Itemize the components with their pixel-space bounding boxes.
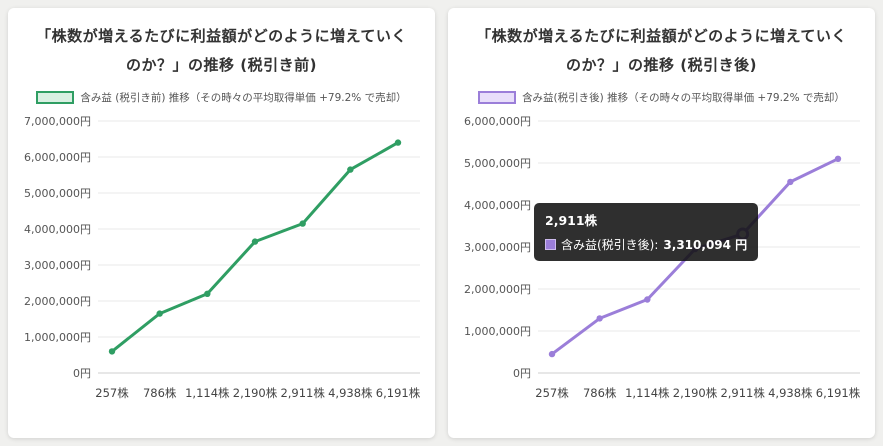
svg-text:4,000,000円: 4,000,000円 [464, 199, 531, 212]
svg-text:1,114株: 1,114株 [625, 386, 670, 400]
svg-text:3,000,000円: 3,000,000円 [464, 241, 531, 254]
legend-swatch-icon [478, 90, 517, 104]
legend-posttax[interactable]: 含み益(税引き後) 推移（その時々の平均取得単価 +79.2% で売却） [457, 90, 866, 105]
svg-text:2,190株: 2,190株 [232, 386, 277, 400]
legend-pretax[interactable]: 含み益 (税引き前) 推移（その時々の平均取得単価 +79.2% で売却） [17, 90, 426, 105]
svg-text:4,938株: 4,938株 [328, 386, 373, 400]
svg-text:2,190株: 2,190株 [672, 386, 717, 400]
svg-text:6,000,000円: 6,000,000円 [464, 115, 531, 128]
svg-text:257株: 257株 [535, 386, 569, 400]
svg-text:257株: 257株 [95, 386, 129, 400]
legend-label: 含み益(税引き後) 推移（その時々の平均取得単価 +79.2% で売却） [522, 91, 845, 104]
chart-title-pretax: 「株数が増えるたびに利益額がどのように増えていくのか？」の推移 (税引き前) [36, 27, 407, 75]
svg-text:1,000,000円: 1,000,000円 [464, 325, 531, 338]
svg-text:0円: 0円 [73, 367, 91, 380]
svg-text:786株: 786株 [142, 386, 176, 400]
chart-title-posttax: 「株数が増えるたびに利益額がどのように増えていくのか？」の推移 (税引き後) [476, 27, 847, 75]
legend-swatch-icon [36, 90, 75, 104]
svg-text:2,000,000円: 2,000,000円 [464, 283, 531, 296]
svg-text:4,938株: 4,938株 [768, 386, 813, 400]
svg-text:6,191株: 6,191株 [815, 386, 860, 400]
svg-text:0円: 0円 [513, 367, 531, 380]
legend-label: 含み益 (税引き前) 推移（その時々の平均取得単価 +79.2% で売却） [80, 91, 407, 104]
chart-card-pretax: 「株数が増えるたびに利益額がどのように増えていくのか？」の推移 (税引き前) 含… [8, 8, 435, 438]
tooltip-series-swatch-icon [545, 239, 556, 250]
svg-text:5,000,000円: 5,000,000円 [24, 187, 91, 200]
tooltip-value: 3,310,094 円 [663, 238, 748, 252]
svg-text:7,000,000円: 7,000,000円 [24, 115, 91, 128]
chart-card-posttax: 「株数が増えるたびに利益額がどのように増えていくのか？」の推移 (税引き後) 含… [448, 8, 875, 438]
svg-text:3,000,000円: 3,000,000円 [24, 259, 91, 272]
svg-text:6,191株: 6,191株 [375, 386, 420, 400]
line-chart-pretax[interactable]: 0円 1,000,000円 2,000,000円 3,000,000円 4,000,00… [18, 111, 426, 407]
svg-text:2,911株: 2,911株 [720, 386, 765, 400]
svg-text:5,000,000円: 5,000,000円 [464, 157, 531, 170]
tooltip-series-label: 含み益(税引き後): [561, 238, 659, 252]
svg-text:1,000,000円: 1,000,000円 [24, 331, 91, 344]
tooltip-title: 2,911株 [545, 213, 598, 228]
svg-text:786株: 786株 [582, 386, 616, 400]
svg-text:2,911株: 2,911株 [280, 386, 325, 400]
chart-tooltip: 2,911株 含み益(税引き後): 3,310,094 円 [534, 203, 759, 261]
svg-text:2,000,000円: 2,000,000円 [24, 295, 91, 308]
tooltip-row: 含み益(税引き後): 3,310,094 円 [545, 236, 747, 253]
svg-text:6,000,000円: 6,000,000円 [24, 151, 91, 164]
svg-text:1,114株: 1,114株 [185, 386, 230, 400]
svg-text:4,000,000円: 4,000,000円 [24, 223, 91, 236]
